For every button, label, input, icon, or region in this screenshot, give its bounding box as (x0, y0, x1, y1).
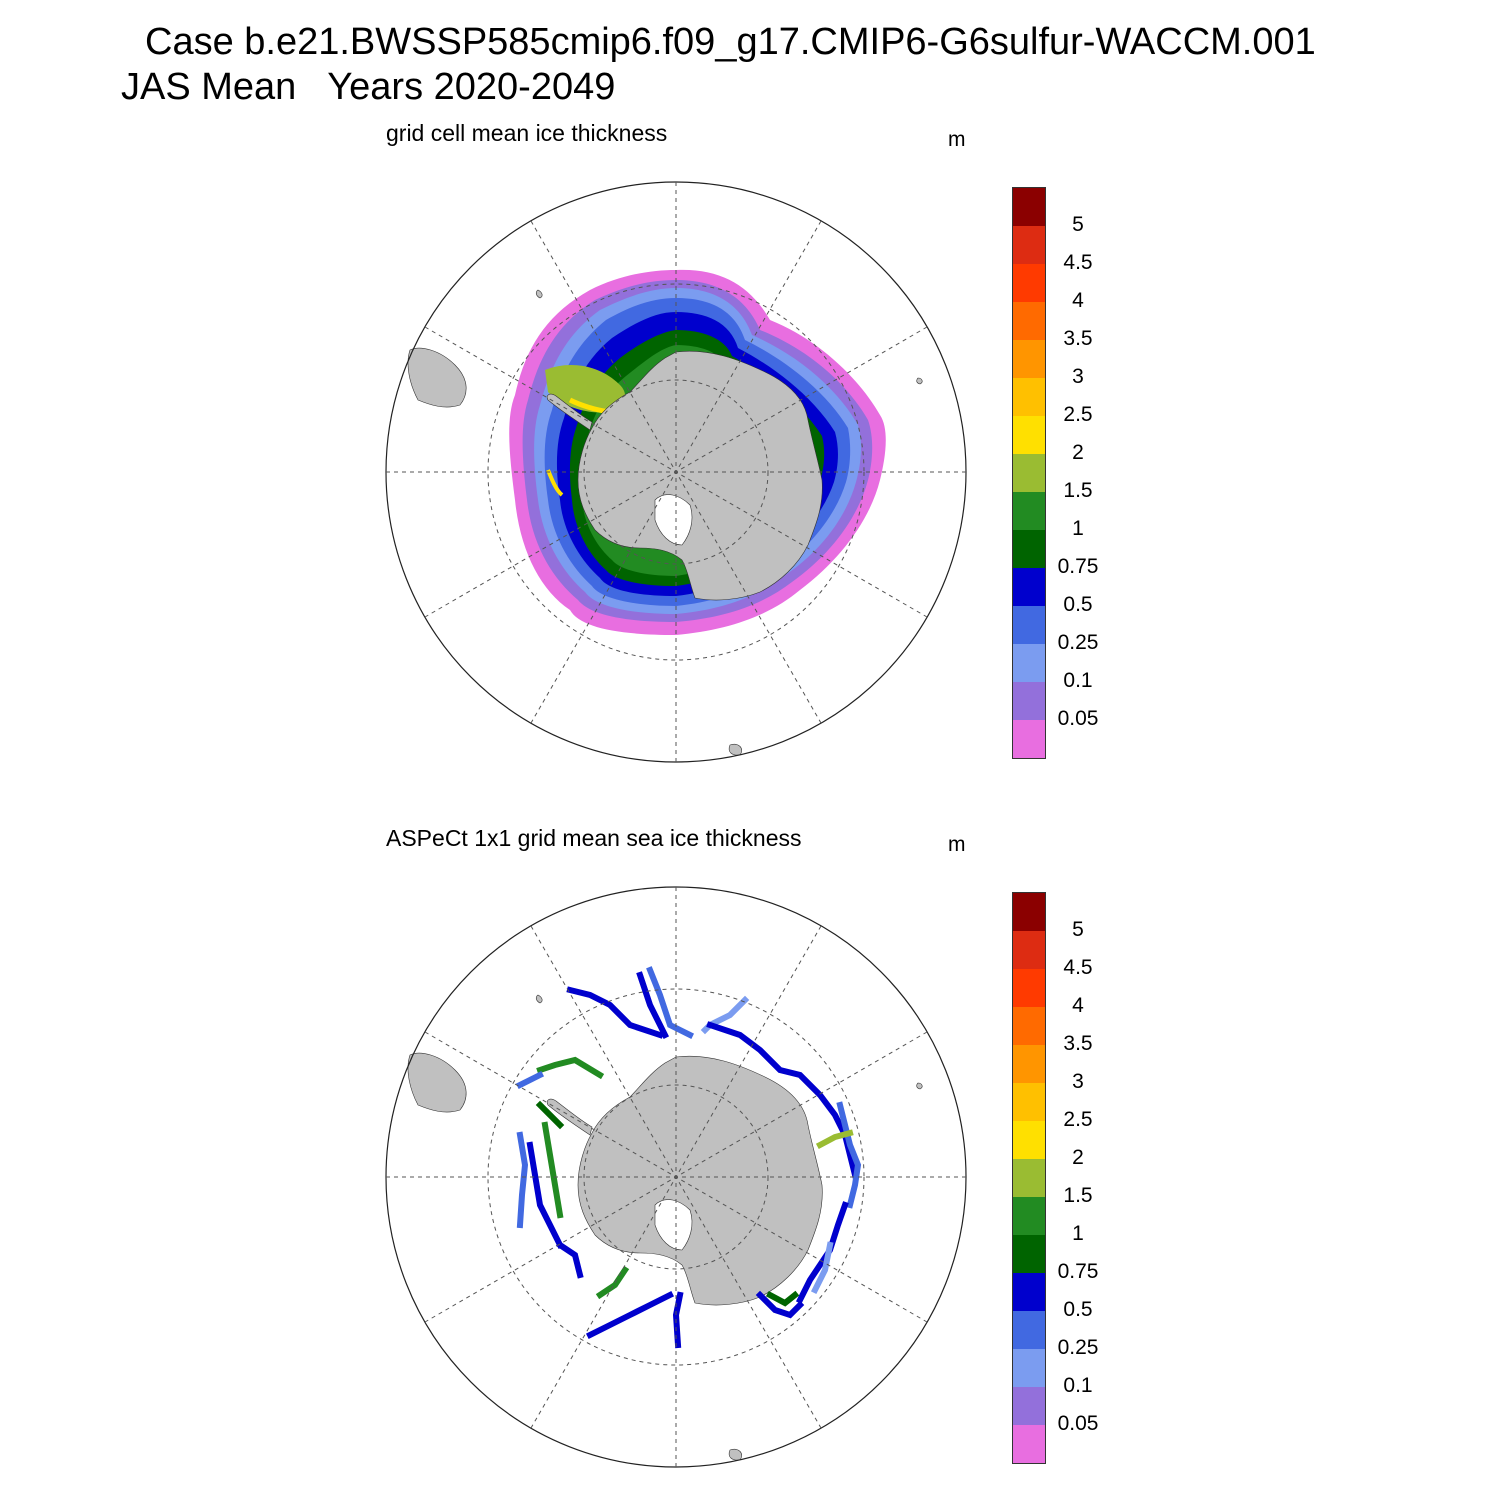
panel1-colorbar-label: 4 (1072, 289, 1084, 312)
panel2-colorbar-label: 1.5 (1063, 1184, 1093, 1207)
panel2-colorbar-label: 2.5 (1063, 1108, 1093, 1131)
panel1-colorbar-label: 3 (1072, 365, 1084, 388)
panel2-antarctica (546, 1055, 823, 1306)
figure-title-line1: Case b.e21.BWSSP585cmip6.f09_g17.CMIP6-G… (145, 21, 1316, 63)
panel1-colorbar-segment (1013, 416, 1045, 454)
panel1-colorbar-label: 3.5 (1063, 327, 1093, 350)
panel1-colorbar-segment (1013, 606, 1045, 644)
panel1-colorbar-segment (1013, 226, 1045, 264)
panel2-colorbar-segment (1013, 1045, 1045, 1083)
panel1-title: grid cell mean ice thickness (386, 120, 668, 146)
panel1-colorbar-label: 2.5 (1063, 403, 1093, 426)
panel1-colorbar-segment (1013, 340, 1045, 378)
panel2-colorbar-label: 1 (1072, 1222, 1084, 1245)
panel2-colorbar-label: 0.05 (1057, 1412, 1099, 1435)
panel1-graticule (385, 181, 967, 763)
panel2-map (385, 886, 967, 1468)
panel1-colorbar-label: 0.5 (1063, 593, 1093, 616)
panel1-colorbar-segment (1013, 644, 1045, 682)
panel1-colorbar-label: 1 (1072, 517, 1084, 540)
panel2-colorbar (1012, 892, 1046, 1464)
panel2-colorbar-label: 0.1 (1063, 1374, 1093, 1397)
panel1-colorbar-label: 2 (1072, 441, 1084, 464)
panel2-colorbar-label: 0.25 (1057, 1336, 1099, 1359)
panel1-south-america (407, 289, 923, 756)
panel1-colorbar-label: 0.05 (1057, 707, 1099, 730)
panel2-colorbar-segment (1013, 1121, 1045, 1159)
panel1-colorbar-segment (1013, 492, 1045, 530)
panel2-colorbar-segment (1013, 1387, 1045, 1425)
panel1-map (385, 181, 967, 763)
panel1-colorbar-label: 4.5 (1063, 251, 1093, 274)
panel1-colorbar-segment (1013, 264, 1045, 302)
panel2-colorbar-segment (1013, 1273, 1045, 1311)
panel2-colorbar-segment (1013, 1007, 1045, 1045)
panel2-ship-tracks (515, 966, 862, 1349)
panel1-colorbar-segment (1013, 568, 1045, 606)
panel2-colorbar-segment (1013, 931, 1045, 969)
panel1-colorbar-segment (1013, 530, 1045, 568)
panel2-colorbar-segment (1013, 1159, 1045, 1197)
panel1-colorbar-label: 5 (1072, 213, 1084, 236)
panel1-unit: m (948, 128, 966, 151)
panel2-colorbar-label: 0.75 (1057, 1260, 1099, 1283)
panel2-colorbar-segment (1013, 1083, 1045, 1121)
panel2-colorbar-label: 4.5 (1063, 956, 1093, 979)
panel1-colorbar-segment (1013, 302, 1045, 340)
panel1-colorbar-segment (1013, 682, 1045, 720)
panel1-colorbar (1012, 187, 1046, 759)
panel2-colorbar-segment (1013, 1197, 1045, 1235)
panel1-colorbar-segment (1013, 720, 1045, 758)
panel2-colorbar-segment (1013, 1235, 1045, 1273)
panel2-colorbar-label: 2 (1072, 1146, 1084, 1169)
panel2-south-america (407, 994, 923, 1461)
panel2-unit: m (948, 833, 966, 856)
panel1-colorbar-label: 0.25 (1057, 631, 1099, 654)
panel1-colorbar-label: 0.1 (1063, 669, 1093, 692)
panel2-colorbar-label: 4 (1072, 994, 1084, 1017)
panel1-colorbar-segment (1013, 378, 1045, 416)
panel2-colorbar-label: 5 (1072, 918, 1084, 941)
panel1-antarctica (546, 350, 823, 601)
panel2-colorbar-segment (1013, 893, 1045, 931)
panel2-colorbar-segment (1013, 1311, 1045, 1349)
panel2-graticule (385, 886, 967, 1468)
panel2-colorbar-label: 3.5 (1063, 1032, 1093, 1055)
panel1-colorbar-segment (1013, 188, 1045, 226)
panel1-colorbar-label: 1.5 (1063, 479, 1093, 502)
panel2-colorbar-segment (1013, 969, 1045, 1007)
panel2-title: ASPeCt 1x1 grid mean sea ice thickness (386, 825, 802, 851)
figure-title-line2: JAS Mean Years 2020-2049 (121, 66, 616, 108)
panel2-colorbar-label: 3 (1072, 1070, 1084, 1093)
panel1-colorbar-label: 0.75 (1057, 555, 1099, 578)
panel2-colorbar-label: 0.5 (1063, 1298, 1093, 1321)
panel2-colorbar-segment (1013, 1349, 1045, 1387)
panel1-colorbar-segment (1013, 454, 1045, 492)
panel2-colorbar-segment (1013, 1425, 1045, 1463)
